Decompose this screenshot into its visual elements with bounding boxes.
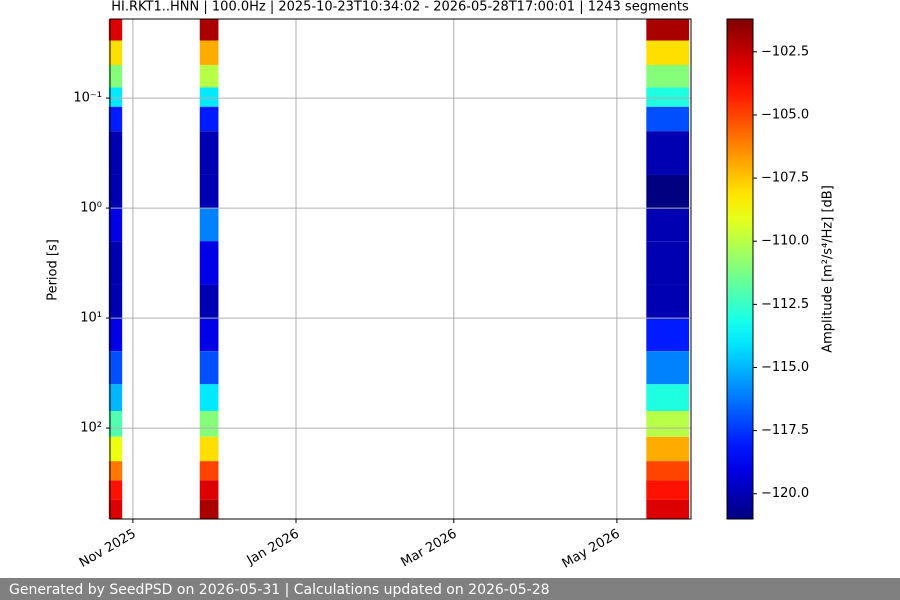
- x-tick-label: May 2026: [560, 527, 623, 572]
- colorbar: [726, 18, 754, 520]
- chart-title: HI.RKT1..HNN | 100.0Hz | 2025-10-23T10:3…: [111, 0, 689, 15]
- spectrogram-cell: [199, 480, 219, 500]
- y-axis-label: Period [s]: [46, 239, 61, 301]
- spectrogram-cell: [108, 284, 123, 319]
- y-tick-label: 10⁻¹: [73, 91, 102, 106]
- spectrogram-cell: [199, 64, 219, 88]
- spectrogram-cell: [646, 19, 690, 41]
- spectrogram-cell: [108, 461, 123, 481]
- spectrogram-cell: [646, 241, 690, 285]
- spectrogram-cell: [646, 40, 690, 65]
- spectrogram-cell: [199, 284, 219, 319]
- spectrogram-cell: [108, 351, 123, 385]
- spectrogram-cell: [199, 499, 219, 519]
- footer-bar: [0, 578, 900, 600]
- colorbar-tick-label: −110.0: [761, 234, 809, 249]
- spectrogram-cell: [108, 436, 123, 462]
- x-tick-label: Jan 2026: [244, 527, 302, 569]
- spectrogram-cell: [108, 499, 123, 519]
- colorbar-tick-label: −120.0: [761, 486, 809, 501]
- spectrogram-cell: [199, 131, 219, 175]
- spectrogram-cell: [108, 411, 123, 437]
- spectrogram-cell: [199, 411, 219, 437]
- spectrogram-cell: [646, 208, 690, 242]
- spectrogram-cell: [646, 284, 690, 319]
- colorbar-tick-label: −117.5: [761, 423, 809, 438]
- spectrogram-cell: [108, 318, 123, 352]
- spectrogram-cell: [108, 40, 123, 65]
- spectrogram-cell: [646, 106, 690, 132]
- plot-frame: [109, 18, 692, 520]
- x-tick-label: Mar 2026: [399, 527, 460, 571]
- spectrogram-cell: [199, 106, 219, 132]
- spectrogram-cell: [646, 411, 690, 437]
- y-tick-label: 10¹: [80, 311, 102, 326]
- spectrogram-cell: [199, 461, 219, 481]
- spectrogram-cell: [646, 436, 690, 462]
- spectrogram-cell: [108, 208, 123, 242]
- spectrogram-cell: [199, 436, 219, 462]
- spectrogram-cell: [199, 19, 219, 41]
- spectrogram-cell: [108, 131, 123, 175]
- spectrogram-cell: [199, 40, 219, 65]
- footer-text: Generated by SeedPSD on 2026-05-31 | Cal…: [9, 582, 550, 598]
- spectrogram-cell: [646, 87, 690, 107]
- colorbar-label: Amplitude [m²/s⁴/Hz] [dB]: [821, 185, 836, 353]
- spectrogram-cell: [108, 241, 123, 285]
- spectrogram-cell: [199, 87, 219, 107]
- spectrogram-cell: [199, 351, 219, 385]
- spectrogram-cell: [199, 241, 219, 285]
- spectrogram-cell: [199, 208, 219, 242]
- colorbar-tick-label: −107.5: [761, 171, 809, 186]
- spectrogram-cell: [646, 384, 690, 412]
- x-tick-label: Nov 2025: [77, 527, 139, 571]
- spectrogram-cell: [646, 499, 690, 519]
- spectrogram-cell: [108, 87, 123, 107]
- spectrogram-cell: [199, 384, 219, 412]
- spectrogram-cell: [646, 174, 690, 209]
- spectrogram-cell: [646, 318, 690, 352]
- spectrogram-cell: [646, 351, 690, 385]
- colorbar-tick-label: −102.5: [761, 44, 809, 59]
- spectrogram-cell: [108, 480, 123, 500]
- spectrogram-cell: [108, 174, 123, 209]
- spectrogram-cell: [108, 384, 123, 412]
- spectrogram-cell: [108, 64, 123, 88]
- colorbar-tick-label: −115.0: [761, 360, 809, 375]
- colorbar-tick-label: −112.5: [761, 297, 809, 312]
- y-tick-label: 10⁰: [80, 201, 102, 216]
- y-tick-label: 10²: [80, 421, 102, 436]
- spectrogram-cell: [108, 106, 123, 132]
- spectrogram-cell: [199, 318, 219, 352]
- spectrogram-cell: [646, 480, 690, 500]
- spectrogram-cell: [646, 461, 690, 481]
- spectrogram-cell: [199, 174, 219, 209]
- spectrogram-cell: [646, 64, 690, 88]
- colorbar-tick-label: −105.0: [761, 107, 809, 122]
- spectrogram-cell: [646, 131, 690, 175]
- spectrogram-cell: [108, 19, 123, 41]
